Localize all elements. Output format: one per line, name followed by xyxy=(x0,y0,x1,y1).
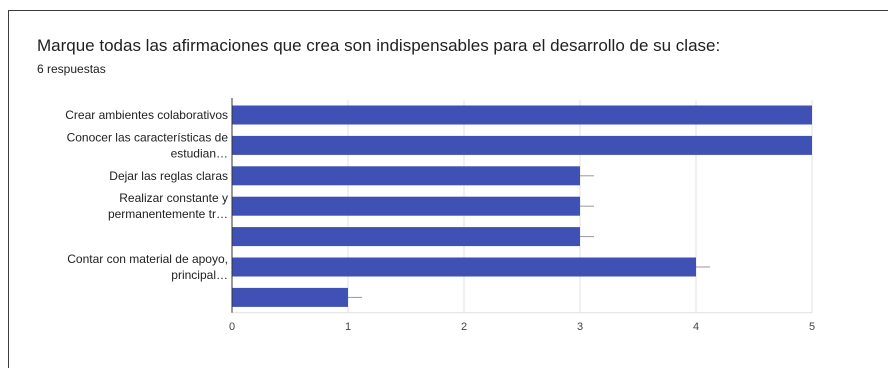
category-label: Crear ambientes colaborativos xyxy=(65,108,228,122)
bar xyxy=(232,257,696,277)
bar xyxy=(232,196,580,216)
bar xyxy=(232,166,580,186)
category-label: Dejar las reglas claras xyxy=(109,169,228,183)
category-label: permanentemente tr… xyxy=(108,207,228,221)
question-title: Marque todas las afirmaciones que crea s… xyxy=(37,36,721,55)
x-tick-label: 0 xyxy=(229,321,235,333)
category-label: Conocer las características de xyxy=(67,130,229,144)
chart-card xyxy=(8,10,888,368)
category-label: Realizar constante y xyxy=(119,191,228,205)
category-label: principal… xyxy=(171,268,228,282)
category-label: Contar con material de apoyo, xyxy=(67,252,228,266)
bar xyxy=(232,227,580,247)
x-tick-label: 5 xyxy=(809,321,815,333)
x-tick-label: 2 xyxy=(461,321,467,333)
bar xyxy=(232,105,812,125)
response-count: 6 respuestas xyxy=(37,62,106,76)
bar xyxy=(232,135,812,155)
bar xyxy=(232,287,348,307)
x-tick-label: 4 xyxy=(693,321,699,333)
x-tick-label: 1 xyxy=(345,321,351,333)
x-tick-label: 3 xyxy=(577,321,583,333)
category-label: estudian… xyxy=(171,146,228,160)
